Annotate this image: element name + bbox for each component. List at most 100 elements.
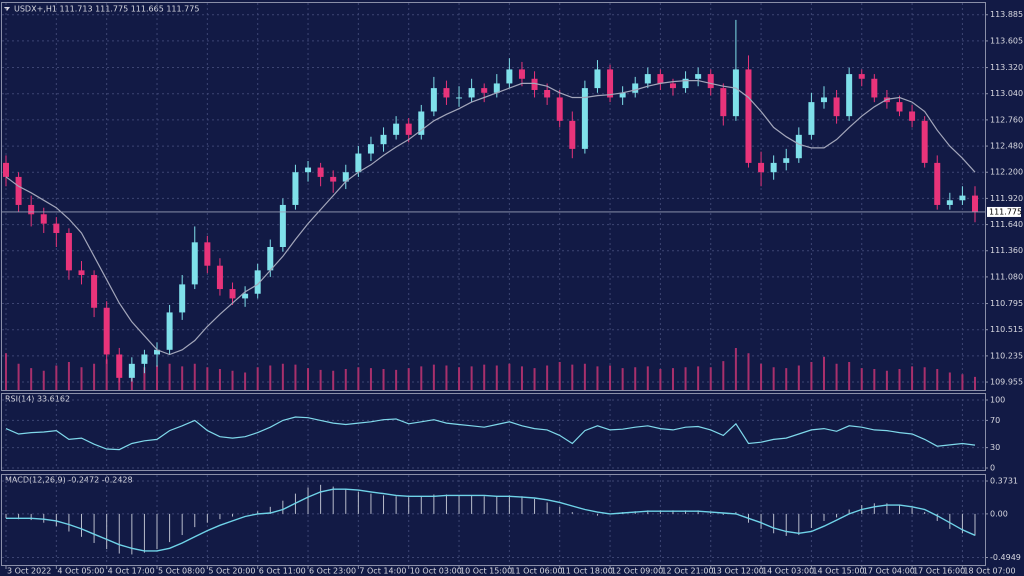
volume-bar [671,368,674,390]
candle-body [443,88,450,98]
y-tick-label: 100 [990,396,1005,405]
volume-bar [67,362,70,390]
candle-body [267,247,274,271]
volume-bar [244,372,247,390]
candle-body [682,78,689,89]
x-tick-label: 14 Oct 15:00 [812,567,864,576]
candle-body [305,167,312,173]
y-tick-label: 113.885 [990,10,1023,19]
y-tick-label: 0.3731 [990,477,1018,486]
volume-bar [17,363,20,390]
candle-body [770,162,777,173]
macd-signal [6,488,976,552]
macd-title: MACD(12,26,9) -0.2472 -0.2428 [5,476,133,485]
volume-bar [646,366,649,390]
volume-bar [319,369,322,390]
candle-body [972,195,978,212]
volume-bar [596,366,599,390]
y-tick-label: 0.00 [990,509,1008,518]
candle-body [820,97,827,103]
y-tick-label: 70 [990,416,1000,425]
volume-bar [835,363,838,390]
volume-bar [256,367,259,390]
y-tick-label: 111.360 [990,246,1023,255]
x-tick-label: 11 Oct 18:00 [561,567,613,576]
candle-body [393,123,400,135]
volume-bar [307,368,310,390]
candle-body [632,83,639,93]
candle-body [15,176,22,205]
candle-body [745,69,752,163]
volume-bar [684,367,687,390]
volume-bar [193,363,196,390]
candle-body [581,88,588,149]
candle-body [229,289,236,299]
candle-body [506,69,513,84]
y-tick-label: 113.320 [990,63,1023,72]
volume-bar [218,369,221,390]
volume-bar [156,365,159,390]
candle-body [40,214,47,224]
candle-body [430,88,437,112]
x-tick-label: 11 Oct 06:00 [510,567,562,576]
volume-bar [747,353,750,390]
y-tick-label: 112.760 [990,115,1023,124]
volume-bar [722,361,725,390]
candle-body [468,88,475,98]
volume-bar [483,364,486,390]
candle-body [695,74,702,79]
volume-bar [181,366,184,390]
candle-body [594,69,601,89]
candle-body [858,74,865,79]
volume-bar [432,364,435,390]
volume-bar [332,370,335,390]
candle-body [292,172,299,205]
y-tick-label: -0.4949 [990,553,1021,562]
candle-body [544,89,551,98]
rsi-title: RSI(14) 33.6162 [5,395,70,404]
volume-bar [659,369,662,390]
volume-bar [709,367,712,390]
candle-body [141,354,148,364]
moving-average [5,80,976,356]
volume-bar [697,366,700,390]
volume-bar [571,364,574,390]
volume-bar [772,367,775,390]
x-tick-label: 4 Oct 05:00 [57,567,104,576]
last-price-box [987,206,1021,217]
y-tick-label: 30 [990,443,1000,452]
candle-body [367,144,374,154]
volume-bar [936,369,939,390]
y-tick-label: 111.080 [990,272,1023,281]
candle-body [946,200,953,205]
y-tick-label: 111.640 [990,220,1023,229]
candle-body [65,232,72,271]
y-tick-label: 110.795 [990,299,1023,308]
candle-body [53,223,60,233]
volume-bar [961,374,964,390]
y-tick-label: 112.200 [990,168,1023,177]
candle-body [707,74,714,89]
volume-bar [470,366,473,390]
volume-bar [344,369,347,390]
macd-pane-frame [1,474,986,566]
volume-bar [458,367,461,390]
x-tick-label: 4 Oct 17:00 [108,567,155,576]
x-tick-label: 18 Oct 07:00 [963,567,1015,576]
volume-bar [873,369,876,390]
volume-bar [621,368,624,390]
candle-body [732,69,739,117]
volume-bar [760,363,763,390]
y-tick-label: 112.480 [990,142,1023,151]
x-tick-label: 17 Oct 04:00 [863,567,915,576]
volume-bar [231,370,234,390]
x-tick-label: 5 Oct 08:00 [158,567,205,576]
candle-body [254,270,261,294]
volume-bar [810,362,813,390]
volume-bar [55,365,58,390]
candle-body [518,69,525,79]
candle-body [28,204,35,215]
volume-bar [445,365,448,390]
